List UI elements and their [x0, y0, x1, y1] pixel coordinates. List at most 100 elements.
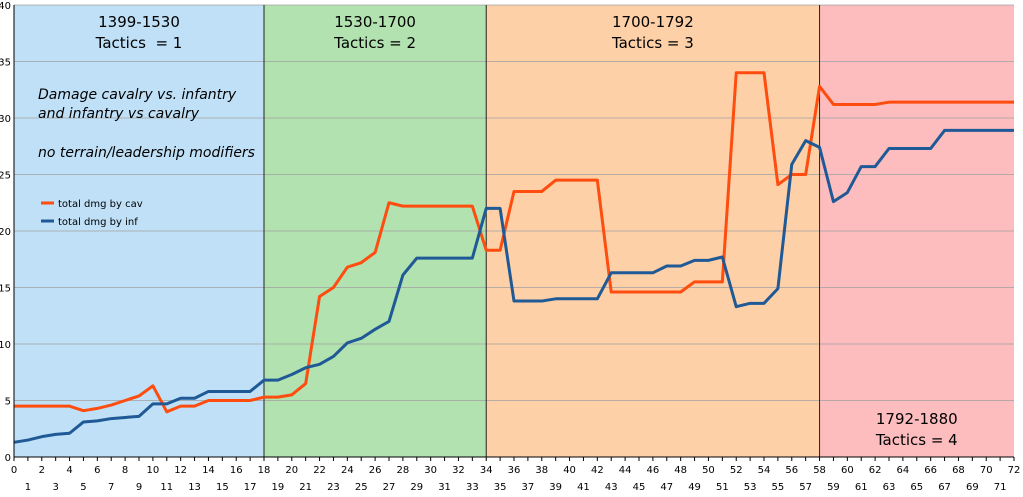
x-tick-label: 64 [897, 465, 910, 476]
x-tick-label: 40 [563, 465, 576, 476]
x-tick-label: 36 [508, 465, 521, 476]
x-tick-label: 4 [66, 465, 72, 476]
era-title-0: 1399-1530 [98, 13, 180, 31]
x-tick-label: 2 [39, 465, 45, 476]
era-title-1: 1530-1700 [334, 13, 416, 31]
y-tick-label: 20 [0, 227, 11, 238]
era-labels: 1399-1530 Tactics = 1 1530-1700 Tactics = 2… [95, 13, 958, 449]
x-tick-label: 33 [466, 482, 479, 493]
x-tick-label: 5 [80, 482, 86, 493]
x-tick-label: 19 [272, 482, 285, 493]
x-tick-label: 45 [633, 482, 646, 493]
x-tick-label: 51 [716, 482, 729, 493]
y-tick-label: 0 [5, 453, 11, 464]
x-tick-label: 55 [772, 482, 785, 493]
x-tick-label: 42 [591, 465, 604, 476]
x-tick-label: 15 [216, 482, 229, 493]
x-tick-label: 39 [549, 482, 562, 493]
annotations: Damage cavalry vs. infantry and infantry… [38, 87, 255, 161]
legend-label-cav: total dmg by cav [58, 199, 143, 210]
x-tick-label: 61 [855, 482, 868, 493]
x-tick-label: 66 [924, 465, 937, 476]
y-tick-label: 40 [0, 1, 11, 12]
x-tick-label: 71 [994, 482, 1007, 493]
x-tick-label: 53 [744, 482, 757, 493]
x-tick-label: 34 [480, 465, 493, 476]
x-tick-label: 27 [383, 482, 396, 493]
y-tick-label: 30 [0, 114, 11, 125]
x-tick-label: 54 [758, 465, 771, 476]
x-tick-label: 52 [730, 465, 743, 476]
series-line-0 [14, 71, 1014, 414]
x-tick-label: 60 [841, 465, 854, 476]
x-tick-label: 1 [25, 482, 31, 493]
x-tick-label: 30 [424, 465, 437, 476]
x-tick-label: 18 [258, 465, 271, 476]
x-tick-label: 59 [827, 482, 840, 493]
series-line-1 [13, 128, 1014, 444]
y-tick-label: 25 [0, 171, 11, 182]
x-tick-label: 21 [299, 482, 312, 493]
x-tick-label: 69 [966, 482, 979, 493]
x-tick-label: 22 [313, 465, 326, 476]
era-subtitle-1: Tactics = 2 [333, 34, 416, 52]
x-tick-label: 58 [813, 465, 826, 476]
annotation-line-3: no terrain/leadership modifiers [38, 145, 255, 161]
x-tick-label: 13 [188, 482, 201, 493]
x-tick-label: 17 [244, 482, 257, 493]
x-tick-label: 70 [980, 465, 993, 476]
y-tick-label: 15 [0, 284, 11, 295]
x-tick-label: 67 [938, 482, 951, 493]
x-tick-label: 44 [619, 465, 632, 476]
x-tick-label: 62 [869, 465, 882, 476]
x-tick-label: 48 [674, 465, 687, 476]
x-tick-label: 46 [647, 465, 660, 476]
x-tick-label: 32 [452, 465, 465, 476]
x-tick-label: 16 [230, 465, 243, 476]
x-tick-label: 56 [785, 465, 798, 476]
era-title-3: 1792-1880 [876, 410, 958, 428]
x-tick-label: 20 [285, 465, 298, 476]
x-tick-label: 43 [605, 482, 618, 493]
x-tick-label: 68 [952, 465, 965, 476]
x-tick-label: 31 [438, 482, 451, 493]
x-tick-label: 35 [494, 482, 507, 493]
x-tick-label: 49 [688, 482, 701, 493]
x-tick-label: 38 [535, 465, 548, 476]
x-tick-label: 10 [147, 465, 160, 476]
x-tick-label: 6 [94, 465, 100, 476]
y-tick-label: 5 [5, 397, 11, 408]
y-tick-label: 35 [0, 58, 11, 69]
annotation-line-1: Damage cavalry vs. infantry [38, 87, 237, 103]
x-tick-label: 63 [883, 482, 896, 493]
x-tick-label: 28 [397, 465, 410, 476]
y-axis-ticks: 0 5 10 15 20 25 30 35 40 [0, 1, 11, 464]
x-tick-label: 7 [108, 482, 114, 493]
x-tick-label: 23 [327, 482, 340, 493]
series-lines [13, 71, 1014, 444]
x-tick-label: 57 [799, 482, 812, 493]
x-tick-label: 37 [522, 482, 535, 493]
annotation-line-2: and infantry vs cavalry [38, 106, 200, 122]
legend: total dmg by cav total dmg by inf [41, 199, 143, 228]
x-tick-label: 14 [202, 465, 215, 476]
era-subtitle-0: Tactics = 1 [95, 34, 183, 52]
era-title-2: 1700-1792 [612, 13, 694, 31]
x-tick-label: 47 [660, 482, 673, 493]
x-tick-label: 11 [160, 482, 173, 493]
era-subtitle-2: Tactics = 3 [611, 34, 694, 52]
x-tick-label: 72 [1008, 465, 1021, 476]
x-tick-label: 8 [122, 465, 128, 476]
y-tick-label: 10 [0, 340, 11, 351]
x-tick-label: 9 [136, 482, 142, 493]
x-axis-ticks: 0123456789101112131415161718192021222324… [11, 457, 1021, 493]
x-tick-label: 3 [52, 482, 58, 493]
x-tick-label: 26 [369, 465, 382, 476]
x-tick-label: 25 [355, 482, 368, 493]
x-tick-label: 65 [910, 482, 923, 493]
x-tick-label: 50 [702, 465, 715, 476]
era-subtitle-3: Tactics = 4 [875, 431, 958, 449]
x-tick-label: 24 [341, 465, 354, 476]
x-tick-label: 41 [577, 482, 590, 493]
